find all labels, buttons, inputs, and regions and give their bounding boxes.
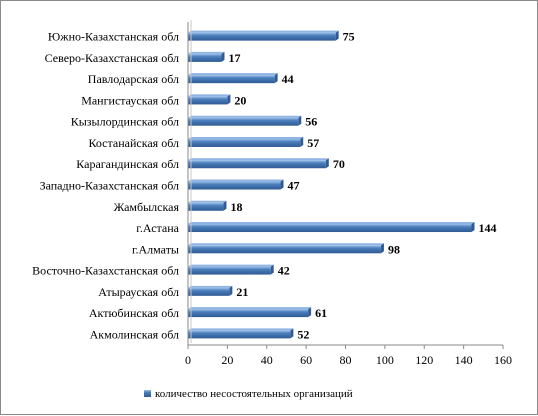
legend-swatch bbox=[144, 390, 151, 397]
bars-layer: 75 17 44 20 56 57 70 47 18 144 98 42 21 61 52 bbox=[188, 30, 497, 341]
category-label: Северо-Казахстанская обл bbox=[45, 51, 179, 65]
x-tick-label: 0 bbox=[185, 353, 191, 367]
bar-top bbox=[188, 158, 329, 161]
bar-top bbox=[188, 307, 312, 310]
bar-top bbox=[188, 51, 225, 54]
category-label: Западно-Казахстанская обл bbox=[40, 179, 179, 193]
category-label: г.Алматы bbox=[132, 242, 179, 256]
bar-end bbox=[274, 73, 278, 84]
bar-end bbox=[298, 115, 302, 126]
bar-top bbox=[188, 243, 384, 246]
bar-top bbox=[188, 285, 233, 288]
data-label: 47 bbox=[288, 179, 300, 193]
bar bbox=[188, 309, 309, 318]
bar bbox=[188, 138, 301, 147]
legend-label: количество несостоятельных организаций bbox=[155, 388, 353, 400]
category-label: Атырауская обл bbox=[98, 285, 179, 299]
category-label: Восточно-Казахстанская обл bbox=[32, 264, 179, 278]
category-label: Мангистауская обл bbox=[81, 93, 179, 107]
data-label: 42 bbox=[278, 264, 290, 278]
data-label: 44 bbox=[282, 72, 294, 86]
bar-top bbox=[188, 115, 302, 118]
data-label: 18 bbox=[230, 200, 242, 214]
bar bbox=[188, 117, 299, 126]
category-label: Южно-Казахстанская обл bbox=[48, 30, 179, 44]
bar-top bbox=[188, 179, 284, 182]
x-tick-label: 20 bbox=[221, 353, 233, 367]
category-label: Жамбылская bbox=[114, 200, 180, 214]
data-label: 56 bbox=[305, 115, 317, 129]
legend: количество несостоятельных организаций bbox=[144, 388, 353, 400]
category-label: Актюбинская обл bbox=[89, 306, 179, 320]
bar-end bbox=[229, 285, 233, 296]
x-tick-label: 80 bbox=[340, 353, 352, 367]
bar-top bbox=[188, 222, 475, 225]
bar bbox=[188, 330, 291, 339]
axes-layer: Южно-Казахстанская обл Северо-Казахстанск… bbox=[32, 20, 512, 367]
x-tick-label: 40 bbox=[261, 353, 273, 367]
bar bbox=[188, 266, 271, 275]
category-label: г.Астана bbox=[136, 221, 179, 235]
bar bbox=[188, 96, 228, 105]
bar bbox=[188, 224, 472, 233]
data-label: 20 bbox=[234, 93, 246, 107]
bar-end bbox=[223, 200, 227, 211]
bar-top bbox=[188, 200, 227, 203]
bar-end bbox=[290, 328, 294, 339]
category-label: Павлодарская обл bbox=[88, 72, 179, 86]
bar-end bbox=[221, 51, 225, 62]
bar-top bbox=[188, 73, 278, 76]
bar-end bbox=[300, 136, 304, 147]
data-label: 21 bbox=[236, 285, 248, 299]
category-label: Костанайская обл bbox=[88, 136, 179, 150]
bar bbox=[188, 75, 275, 84]
bar-end bbox=[380, 243, 384, 254]
bar-top bbox=[188, 30, 339, 33]
data-label: 57 bbox=[307, 136, 319, 150]
bar bbox=[188, 181, 281, 190]
bar bbox=[188, 245, 381, 254]
bar bbox=[188, 287, 230, 296]
bar bbox=[188, 202, 224, 211]
data-label: 52 bbox=[297, 327, 309, 341]
data-label: 17 bbox=[228, 51, 240, 65]
data-label: 70 bbox=[333, 157, 345, 171]
data-label: 61 bbox=[315, 306, 327, 320]
bar-end bbox=[308, 307, 312, 318]
bar bbox=[188, 160, 326, 169]
x-tick-label: 140 bbox=[455, 353, 473, 367]
bar-top bbox=[188, 136, 304, 139]
category-label: Кызылординская обл bbox=[71, 115, 179, 129]
category-label: Карагандинская обл bbox=[76, 157, 179, 171]
bar-end bbox=[471, 222, 475, 233]
bar bbox=[188, 53, 222, 62]
bar-end bbox=[335, 30, 339, 41]
bar-end bbox=[270, 264, 274, 275]
data-label: 98 bbox=[388, 242, 400, 256]
category-label: Акмолинская обл bbox=[90, 327, 179, 341]
bar-end bbox=[227, 94, 231, 105]
x-tick-label: 60 bbox=[300, 353, 312, 367]
bar-end bbox=[325, 158, 329, 169]
bar-top bbox=[188, 328, 294, 331]
data-label: 75 bbox=[343, 30, 355, 44]
x-tick-label: 120 bbox=[415, 353, 433, 367]
data-label: 144 bbox=[479, 221, 497, 235]
bar-top bbox=[188, 264, 274, 267]
bar-end bbox=[280, 179, 284, 190]
x-tick-label: 160 bbox=[494, 353, 512, 367]
bar-top bbox=[188, 94, 231, 97]
bar bbox=[188, 32, 336, 41]
x-tick-label: 100 bbox=[376, 353, 394, 367]
